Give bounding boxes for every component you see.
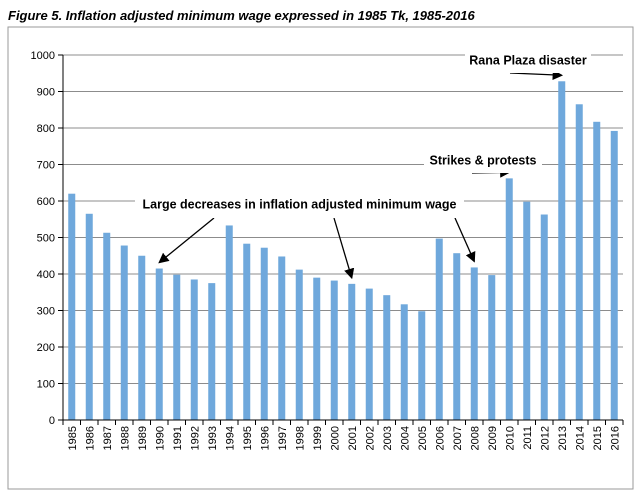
y-tick-label: 800 [37,123,55,135]
plot-area-border [7,26,634,490]
y-tick-label: 700 [37,160,55,172]
annotation-box [135,190,464,218]
x-tick-label: 2005 [417,426,429,450]
annotation-arrow [509,69,564,81]
x-tick-label: 2013 [557,426,569,450]
x-tick-label: 1985 [67,426,79,450]
bar-1991 [173,274,181,420]
x-axis-ticks: 1985 1986 1987 1988 1989 1990 1991 1992 1993 1994… [62,420,624,450]
y-tick-label: 400 [37,269,55,281]
x-tick-label: 2002 [364,426,376,450]
bar-2008 [470,267,478,420]
x-tick-label: 2001 [347,426,359,450]
bar-2010 [505,178,513,420]
bar-2014 [575,104,583,421]
x-tick-label: 1989 [137,426,149,450]
bar-1988 [120,245,128,420]
bar-2004 [400,304,408,420]
bar-1989 [138,255,146,420]
bar-2007 [453,253,461,420]
y-tick-label: 200 [37,342,55,354]
bars [68,81,618,421]
x-tick-label: 2016 [609,426,621,450]
bar-1995 [243,243,251,420]
x-tick-label: 1992 [189,426,201,450]
bar-2002 [365,288,373,420]
x-tick-label: 2015 [592,426,604,450]
annotations: Large decreases in inflation adjusted mi… [135,47,591,280]
bar-1985 [68,193,76,420]
annotation-arrow [158,217,215,264]
y-tick-label: 1000 [31,50,55,62]
bar-2012 [540,214,548,420]
x-tick-label: 1986 [84,426,96,450]
x-tick-label: 1999 [312,426,324,450]
bar-1997 [278,256,286,420]
annotation-label: Rana Plaza disaster [469,54,587,68]
y-tick-label: 100 [37,379,55,391]
bar-1990 [155,268,163,420]
x-tick-label: 2012 [539,426,551,450]
bar-1987 [103,232,111,420]
y-tick-label: 500 [37,233,55,245]
bar-1999 [313,277,321,420]
y-tick-label: 300 [37,306,55,318]
y-axis-ticks: 0 100 200 300 400 500 600 700 800 900 1000 [31,50,63,427]
x-tick-label: 2014 [574,426,586,450]
annotation-label: Large decreases in inflation adjusted mi… [143,198,457,212]
x-tick-label: 1997 [277,426,289,450]
bar-1992 [190,279,198,420]
x-tick-label: 2006 [434,426,446,450]
gridlines [63,54,623,384]
bar-1994 [225,225,233,420]
x-tick-label: 2010 [504,426,516,450]
x-tick-label: 2000 [329,426,341,450]
annotation-label: Strikes & protests [430,154,537,168]
bar-1986 [85,213,93,420]
bar-2011 [523,201,531,420]
annotation-arrow [333,217,355,280]
x-tick-label: 1988 [119,426,131,450]
annotation-box [465,47,591,73]
bar-2000 [330,280,338,420]
x-tick-label: 2004 [399,426,411,450]
annotation-box [424,147,542,173]
x-tick-label: 1991 [172,426,184,450]
bar-2001 [348,283,356,420]
x-tick-label: 1995 [242,426,254,450]
y-tick-label: 0 [49,415,55,427]
y-tick-label: 600 [37,196,55,208]
bar-2009 [488,275,496,420]
x-tick-label: 1996 [259,426,271,450]
bar-2015 [593,121,601,421]
x-tick-label: 1990 [154,426,166,450]
x-tick-label: 2011 [522,426,534,450]
y-tick-label: 900 [37,87,55,99]
annotation-arrow [454,217,476,263]
x-tick-label: 2009 [487,426,499,450]
x-tick-label: 1998 [294,426,306,450]
figure-title: Figure 5. Inflation adjusted minimum wag… [8,8,475,23]
bar-2003 [383,295,391,420]
bar-1996 [260,247,268,420]
x-tick-label: 1994 [224,426,236,450]
bar-2013 [558,81,566,420]
bar-2005 [418,311,426,420]
bar-1993 [208,283,216,420]
x-tick-label: 1987 [102,426,114,450]
x-tick-label: 2003 [382,426,394,450]
bar-1998 [295,269,303,420]
x-tick-label: 1993 [207,426,219,450]
x-tick-label: 2008 [469,426,481,450]
x-tick-label: 2007 [452,426,464,450]
bar-2016 [610,130,618,421]
bar-2006 [435,238,443,420]
